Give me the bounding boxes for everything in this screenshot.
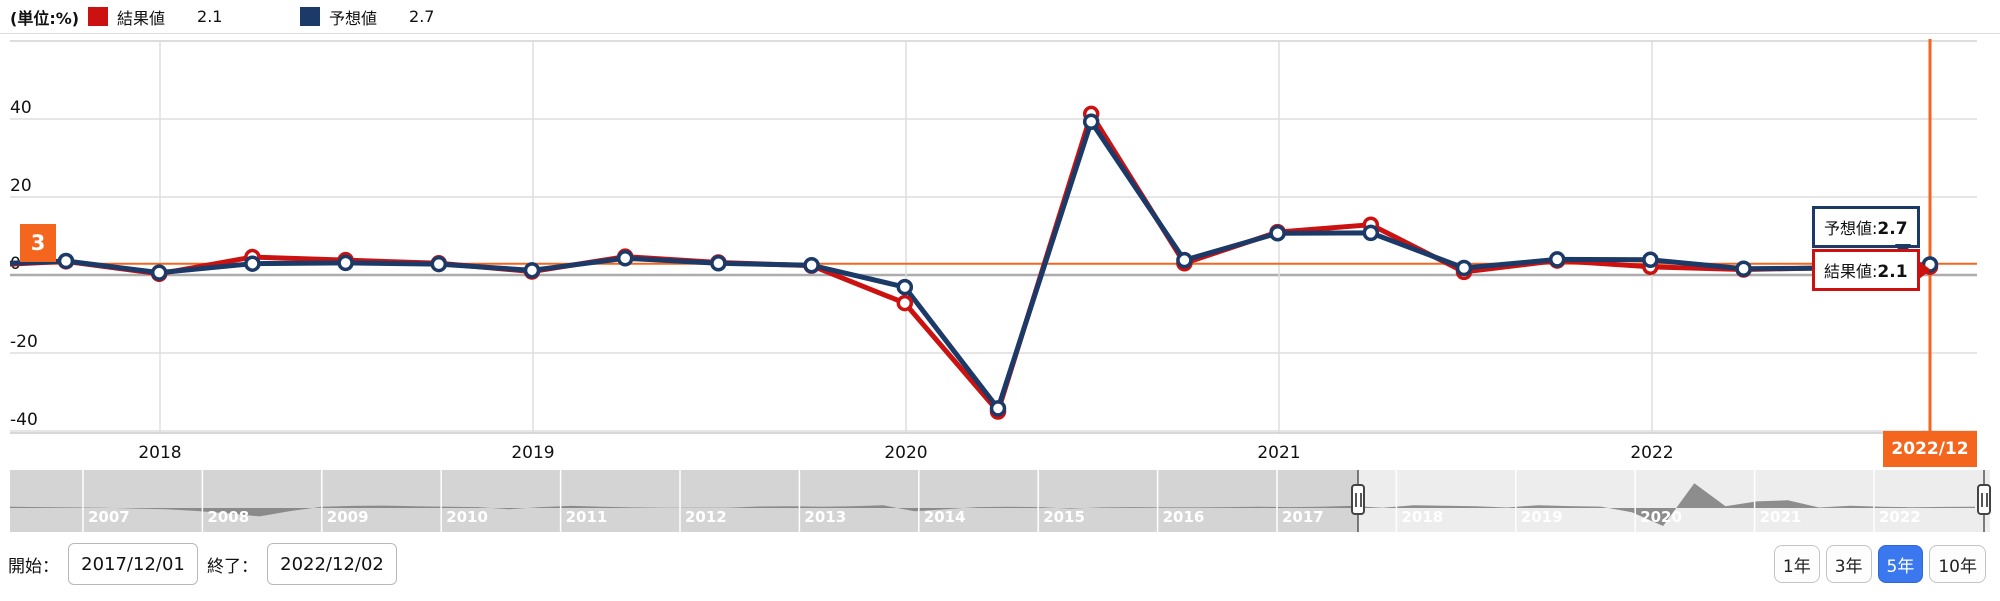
result-tooltip: 結果値:2.1	[1812, 249, 1931, 291]
navigator-right-handle[interactable]	[1977, 484, 1991, 515]
result-tooltip-label: 結果値:	[1824, 262, 1878, 281]
start-date-label: 開始：	[8, 556, 59, 577]
range-navigator[interactable]: 2007 2008 2009 2010 2011 2012 2013 2014 2015 2016…	[0, 468, 2000, 534]
range-button-3y[interactable]: 3年	[1825, 545, 1872, 583]
svg-text:2022: 2022	[1630, 443, 1673, 463]
svg-text:40: 40	[10, 98, 32, 118]
navigator-left-handle[interactable]	[1351, 484, 1365, 515]
svg-text:2018: 2018	[1401, 508, 1443, 526]
svg-text:-20: -20	[10, 332, 38, 352]
forecast-series-label: 予想値	[329, 8, 378, 28]
svg-text:2014: 2014	[924, 508, 966, 526]
unit-label: (単位:%)	[10, 8, 80, 28]
svg-text:-40: -40	[10, 410, 38, 430]
end-date-input[interactable]	[267, 543, 397, 585]
legend-bar: (単位:%) 結果値 2.1 予想値 2.7	[0, 0, 2000, 33]
svg-text:2012: 2012	[685, 508, 727, 526]
svg-text:2009: 2009	[327, 508, 369, 526]
range-button-1y[interactable]: 1年	[1773, 545, 1820, 583]
svg-text:20: 20	[10, 176, 32, 196]
forecast-tooltip-label: 予想値:	[1824, 219, 1878, 238]
svg-text:2007: 2007	[88, 508, 130, 526]
legend-item-forecast: 予想値 2.7	[300, 5, 434, 29]
svg-text:2017: 2017	[1282, 508, 1324, 526]
range-buttons: 1年 3年 5年 10年	[1773, 545, 1986, 583]
svg-text:2016: 2016	[1163, 508, 1205, 526]
svg-text:2010: 2010	[446, 508, 488, 526]
svg-text:2021: 2021	[1257, 443, 1300, 463]
svg-text:2021: 2021	[1760, 508, 1802, 526]
forecast-swatch-icon	[300, 7, 320, 26]
svg-text:2020: 2020	[884, 443, 927, 463]
forecast-tooltip: 予想値:2.7	[1812, 206, 1920, 258]
crosshair-date-label: 2022/12	[1883, 431, 1977, 467]
forecast-tooltip-value: 2.7	[1877, 219, 1908, 239]
result-series-value: 2.1	[197, 7, 223, 26]
threshold-badge: 3	[20, 224, 56, 262]
forecast-series-value: 2.7	[409, 7, 435, 26]
start-date-input[interactable]	[68, 543, 198, 585]
svg-text:2019: 2019	[1521, 508, 1563, 526]
result-tooltip-value: 2.1	[1877, 262, 1908, 282]
svg-text:2013: 2013	[804, 508, 846, 526]
svg-text:2018: 2018	[138, 443, 181, 463]
legend-item-result: 結果値 2.1	[88, 5, 222, 29]
svg-text:2011: 2011	[566, 508, 608, 526]
range-button-5y[interactable]: 5年	[1877, 545, 1924, 583]
svg-text:2008: 2008	[207, 508, 249, 526]
svg-text:2019: 2019	[511, 443, 554, 463]
result-series-label: 結果値	[117, 8, 166, 28]
result-swatch-icon	[88, 7, 108, 26]
range-button-10y[interactable]: 10年	[1929, 545, 1986, 583]
footer-controls: 開始： 終了： 1年 3年 5年 10年	[0, 543, 2000, 593]
legend-divider	[0, 33, 2000, 34]
svg-text:2015: 2015	[1043, 508, 1085, 526]
svg-text:2020: 2020	[1640, 508, 1682, 526]
end-date-label: 終了：	[207, 556, 258, 577]
svg-text:2022: 2022	[1879, 508, 1921, 526]
